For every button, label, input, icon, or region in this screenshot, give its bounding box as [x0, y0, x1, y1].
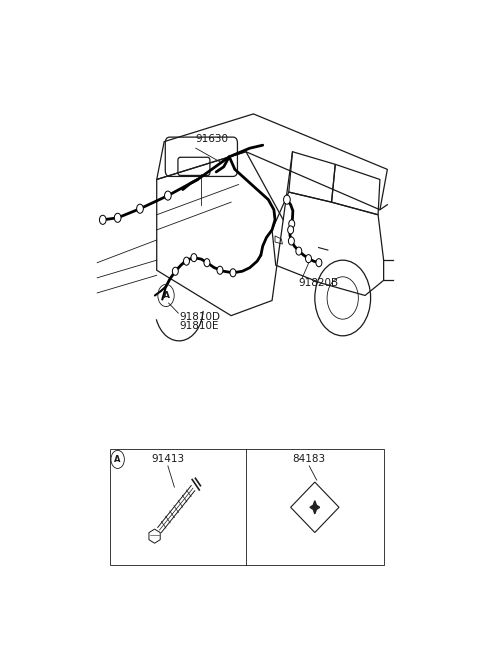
- Text: 91810E: 91810E: [179, 321, 218, 331]
- Circle shape: [172, 267, 178, 275]
- Circle shape: [288, 226, 294, 234]
- Circle shape: [165, 191, 171, 200]
- Circle shape: [288, 237, 294, 245]
- Circle shape: [305, 255, 312, 263]
- Circle shape: [114, 214, 121, 222]
- Text: 84183: 84183: [293, 455, 326, 464]
- Bar: [110, 449, 384, 565]
- Circle shape: [316, 259, 322, 267]
- Circle shape: [296, 247, 302, 255]
- Text: 91630: 91630: [196, 134, 229, 144]
- Circle shape: [191, 253, 197, 262]
- Circle shape: [99, 215, 106, 225]
- Text: 91413: 91413: [151, 455, 184, 464]
- Circle shape: [284, 195, 290, 204]
- Circle shape: [230, 269, 236, 277]
- Text: 91820B: 91820B: [298, 278, 338, 288]
- Circle shape: [204, 259, 210, 267]
- Circle shape: [289, 220, 295, 228]
- Circle shape: [137, 204, 144, 214]
- Text: 91810D: 91810D: [179, 312, 220, 322]
- Polygon shape: [310, 500, 320, 514]
- Text: A: A: [163, 291, 169, 300]
- Circle shape: [183, 257, 190, 265]
- Text: A: A: [114, 455, 121, 464]
- Circle shape: [217, 266, 223, 274]
